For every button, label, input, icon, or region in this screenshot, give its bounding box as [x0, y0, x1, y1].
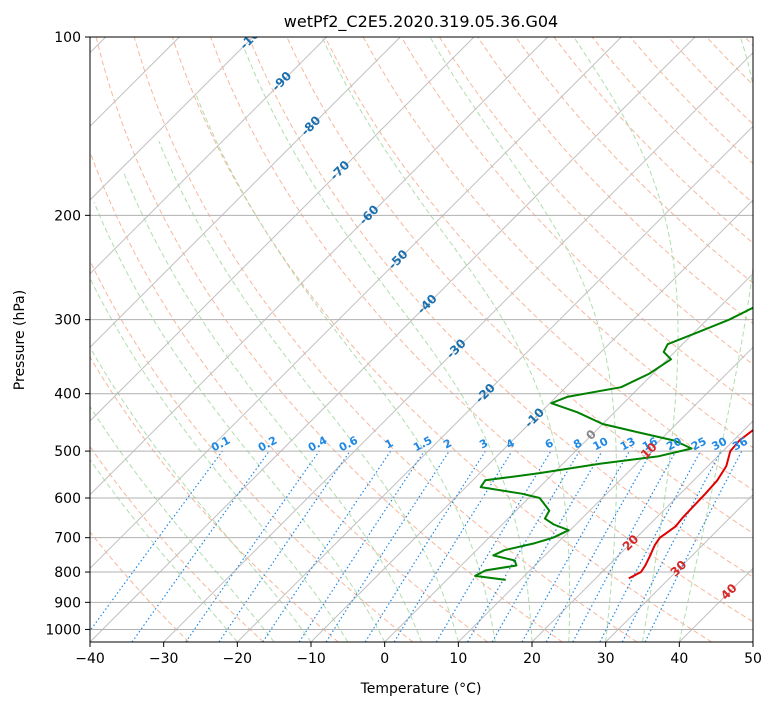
y-axis-label: Pressure (hPa) [12, 290, 28, 390]
y-tick-label: 900 [54, 595, 81, 611]
y-tick-label: 400 [54, 387, 81, 403]
y-tick-label: 200 [54, 208, 81, 224]
y-tick-label: 1000 [45, 622, 81, 638]
y-tick-label: 800 [54, 565, 81, 581]
y-tick-label: 700 [54, 531, 81, 547]
x-tick-label: −30 [149, 651, 179, 667]
x-tick-label: 20 [523, 651, 541, 667]
y-tick-label: 300 [54, 313, 81, 329]
chart-title: wetPf2_C2E5.2020.319.05.36.G04 [284, 12, 558, 32]
y-tick-label: 600 [54, 491, 81, 507]
x-tick-label: 10 [449, 651, 467, 667]
y-tick-label: 500 [54, 444, 81, 460]
x-tick-label: −40 [75, 651, 105, 667]
x-tick-label: 40 [670, 651, 688, 667]
y-tick-label: 100 [54, 30, 81, 46]
x-tick-label: −20 [223, 651, 253, 667]
x-tick-label: 50 [744, 651, 762, 667]
x-axis-label: Temperature (°C) [360, 681, 482, 697]
x-tick-label: 30 [597, 651, 615, 667]
x-tick-label: −10 [296, 651, 326, 667]
x-tick-label: 0 [380, 651, 389, 667]
